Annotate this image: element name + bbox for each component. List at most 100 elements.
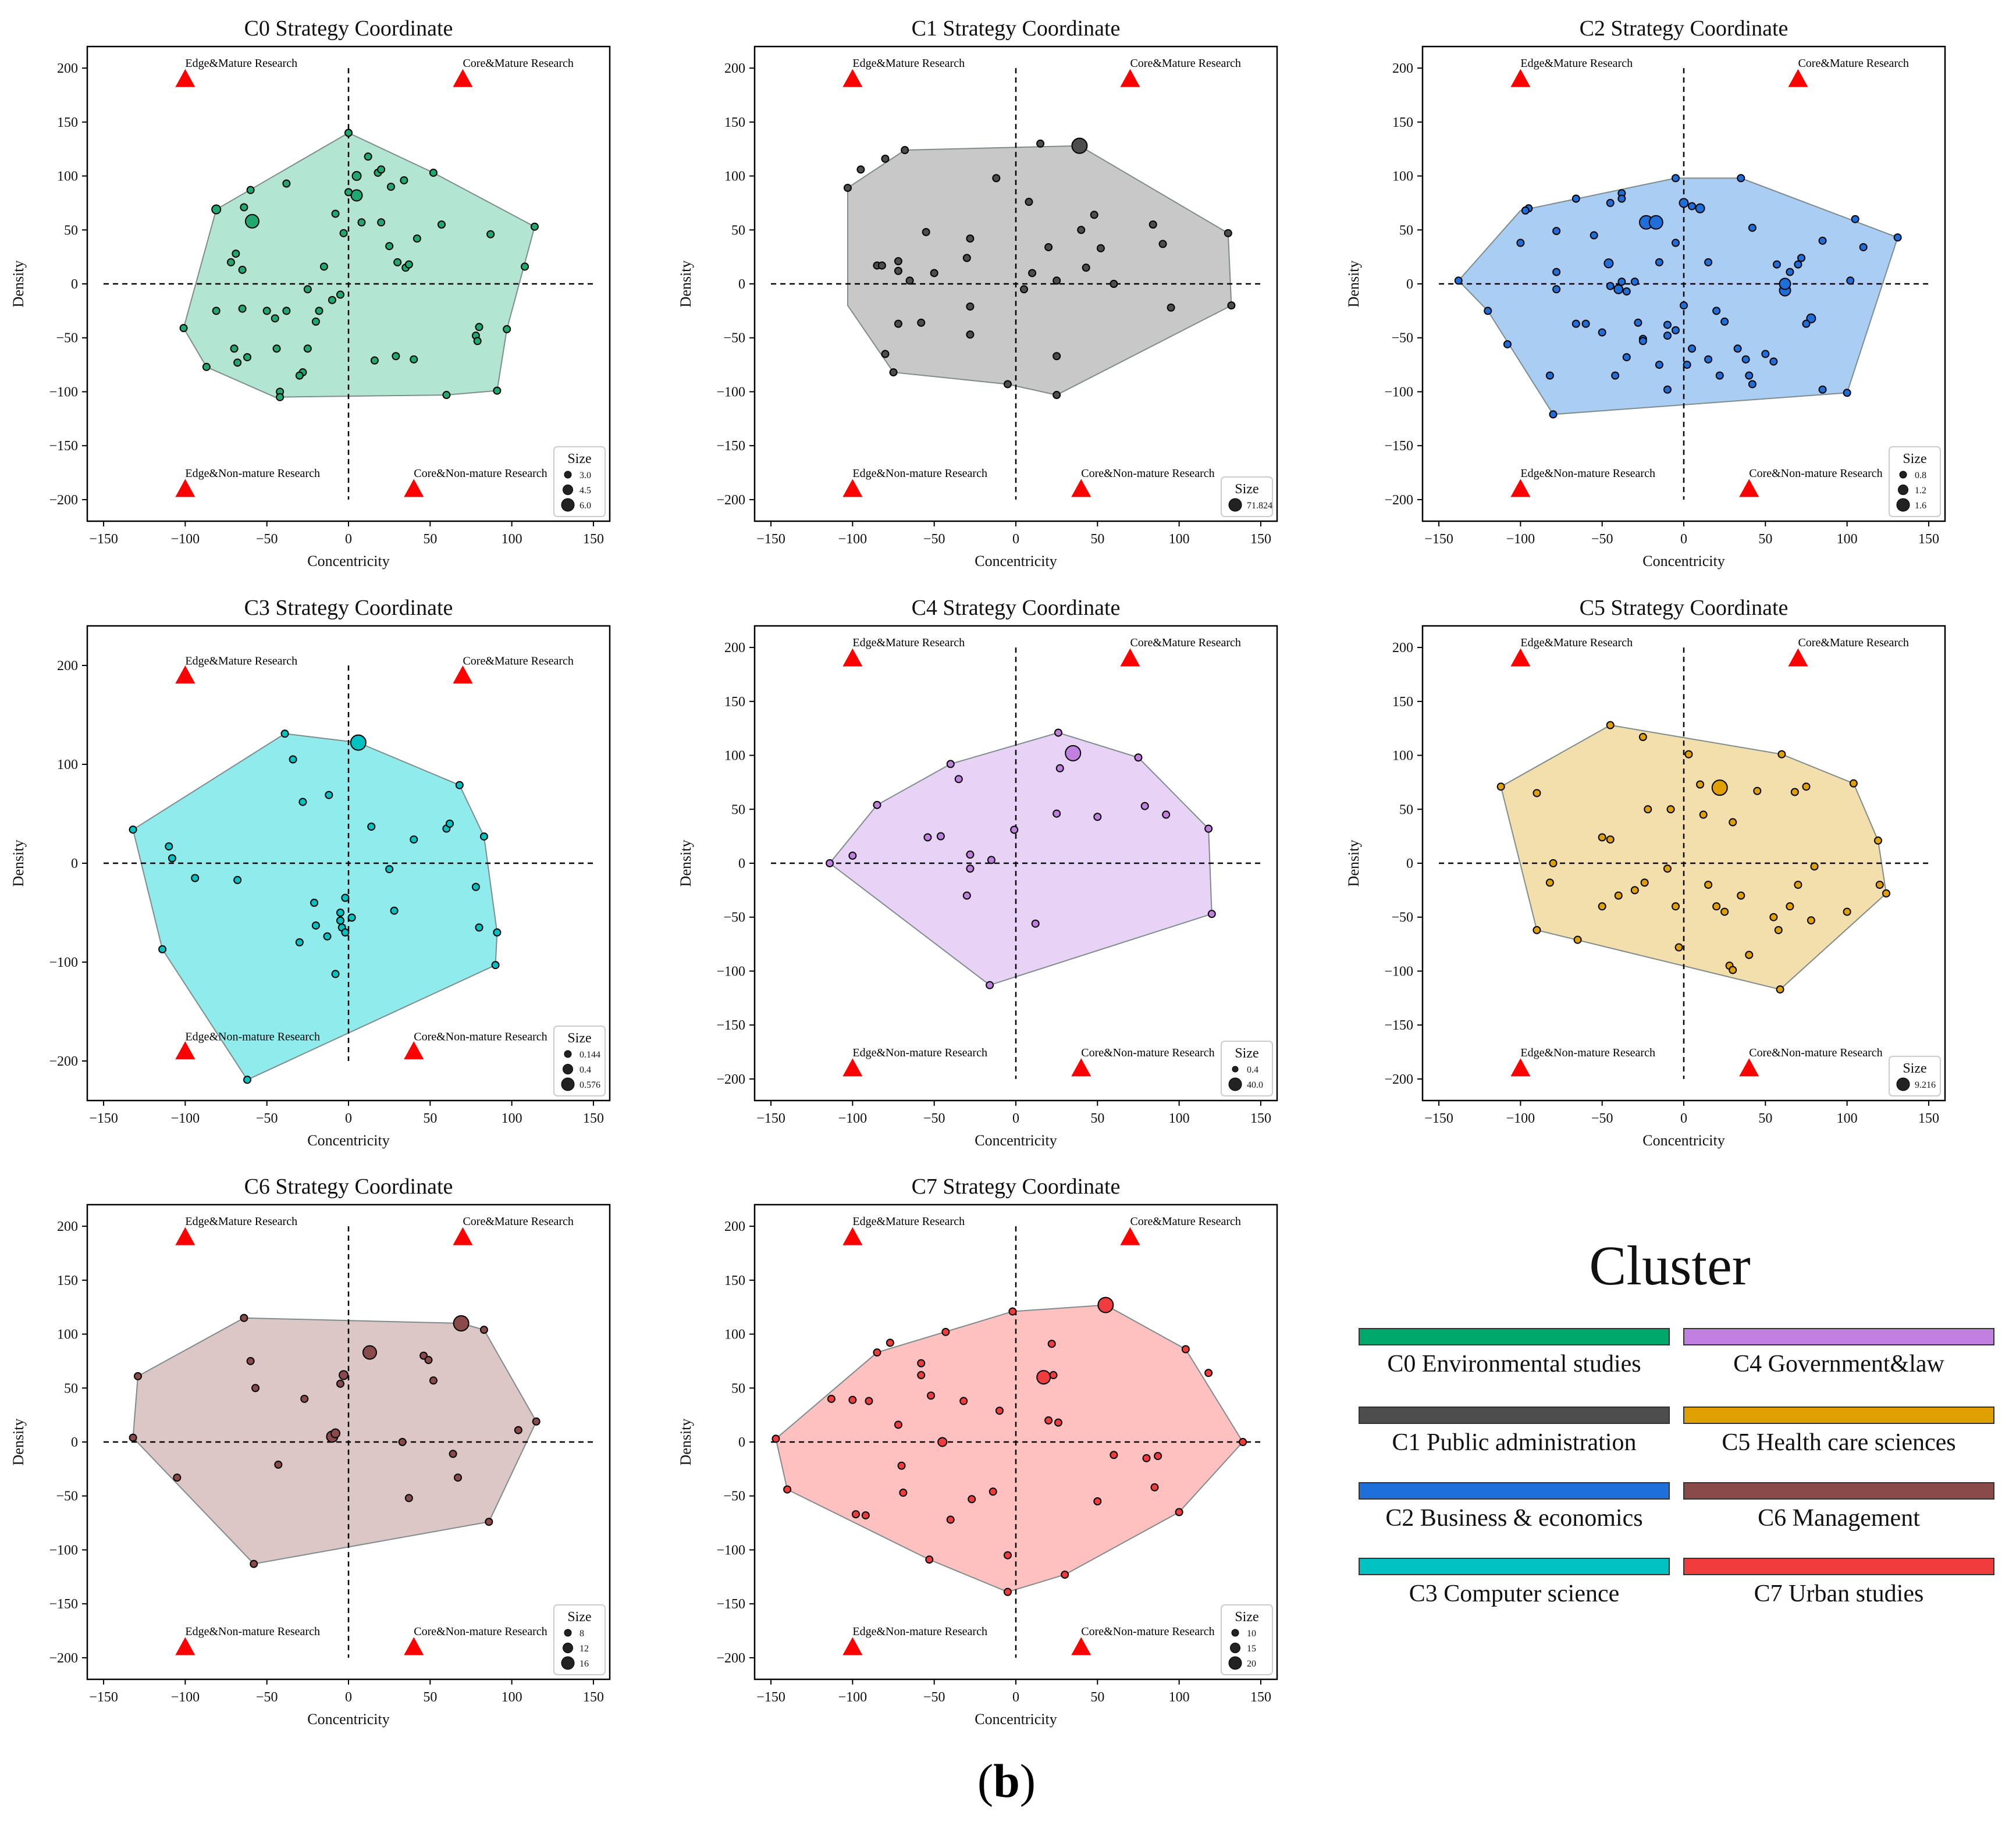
y-tick-label: 50 [64, 223, 78, 238]
data-point [1711, 779, 1728, 796]
quadrant-marker-icon [1788, 69, 1808, 87]
y-tick-label: −200 [49, 493, 78, 508]
data-point [398, 1438, 407, 1446]
data-point [1696, 780, 1705, 789]
data-point [282, 307, 291, 315]
quadrant-marker-icon [1071, 1058, 1091, 1077]
legend-item-c7: C7 Urban studies [1683, 1558, 1994, 1608]
data-point [1167, 303, 1175, 312]
data-point [1807, 916, 1815, 925]
data-point [211, 204, 222, 215]
data-point [364, 152, 372, 161]
data-point [191, 874, 200, 882]
y-tick-label: 200 [724, 61, 745, 76]
data-point [233, 358, 242, 367]
y-tick-label: −100 [49, 1543, 78, 1558]
quadrant-tag: Core&Mature Research [1130, 636, 1240, 649]
hull-area [1500, 724, 1887, 991]
size-legend-title: Size [567, 1031, 591, 1046]
data-point [1712, 902, 1721, 911]
quadrant-marker-icon [175, 1041, 195, 1059]
x-axis-label: Concentricity [975, 553, 1057, 569]
chart-title: C2 Strategy Coordinate [1580, 16, 1789, 41]
data-point [1055, 764, 1064, 772]
quadrant-tag: Core&Mature Research [1798, 57, 1908, 70]
x-axis-label: Concentricity [975, 1711, 1057, 1728]
legend-label-c5: C5 Health care sciences [1722, 1429, 1956, 1456]
y-tick-label: 50 [1399, 802, 1413, 817]
data-point [966, 302, 975, 311]
y-tick-label: 200 [57, 1219, 78, 1234]
data-point [1704, 258, 1713, 266]
size-legend-marker [564, 1050, 572, 1058]
data-point [238, 265, 247, 274]
data-point [1521, 206, 1530, 215]
size-legend-value: 4.5 [579, 486, 591, 496]
data-point [532, 1417, 541, 1426]
data-point [1761, 350, 1770, 358]
size-legend-value: 40.0 [1247, 1080, 1263, 1090]
x-tick-label: 100 [1169, 1690, 1190, 1705]
data-point [877, 261, 886, 270]
data-point [1875, 881, 1884, 889]
y-tick-label: −150 [1384, 439, 1413, 454]
data-point [370, 356, 379, 365]
data-point [385, 242, 394, 251]
y-tick-label: 200 [724, 1219, 745, 1234]
data-point [1680, 301, 1688, 310]
data-point [1516, 238, 1525, 247]
data-point [479, 1326, 488, 1334]
data-point [1644, 805, 1652, 814]
data-point [1065, 745, 1082, 761]
data-point [856, 165, 865, 174]
y-tick-label: −50 [723, 1489, 745, 1504]
y-tick-label: −50 [723, 910, 745, 925]
data-point [1061, 1571, 1069, 1579]
data-point [1733, 344, 1742, 353]
y-tick-label: 0 [71, 856, 78, 871]
chart-panel-c1: Edge&Mature Research Core&Mature Research… [677, 16, 1278, 569]
size-legend-marker [564, 471, 572, 479]
data-point [1613, 284, 1624, 294]
legend-item-c4: C4 Government&law [1683, 1328, 1994, 1378]
data-point [1745, 371, 1754, 380]
caption-open: ( [977, 1754, 994, 1807]
size-legend-marker [561, 1656, 575, 1670]
data-point [1797, 254, 1806, 262]
legend-label-c0: C0 Environmental studies [1387, 1351, 1641, 1377]
data-point [1737, 891, 1745, 900]
y-axis-label: Density [1345, 840, 1362, 887]
data-point [1729, 818, 1737, 827]
hull-area [847, 145, 1232, 396]
data-point [310, 899, 319, 907]
x-tick-label: −150 [89, 1690, 118, 1705]
data-point [158, 945, 167, 953]
quadrant-marker-icon [175, 69, 195, 87]
data-point [851, 1510, 860, 1519]
data-point [1552, 227, 1561, 236]
chart-panel-c2: Edge&Mature Research Core&Mature Research… [1345, 16, 1946, 569]
data-point [503, 325, 511, 333]
quadrant-tag: Edge&Non-mature Research [185, 1030, 320, 1043]
size-legend-value: 8 [579, 1629, 584, 1639]
data-point [1097, 1297, 1114, 1313]
data-point [966, 864, 975, 873]
y-axis-label: Density [10, 1419, 27, 1466]
data-point [1053, 809, 1061, 818]
data-point [894, 319, 902, 328]
x-tick-label: 100 [1837, 1111, 1858, 1126]
data-point [325, 791, 333, 799]
data-point [226, 258, 235, 266]
data-point [319, 262, 328, 271]
data-point [400, 176, 408, 184]
y-tick-label: 100 [1392, 749, 1413, 764]
data-point [1859, 243, 1868, 251]
size-legend-value: 0.8 [1915, 471, 1926, 480]
data-point [455, 781, 464, 789]
data-point [295, 371, 304, 380]
y-axis-label: Density [10, 261, 27, 308]
x-tick-label: −100 [171, 532, 200, 547]
data-point [1699, 810, 1708, 819]
y-tick-label: −100 [49, 384, 78, 400]
data-point [341, 928, 350, 937]
